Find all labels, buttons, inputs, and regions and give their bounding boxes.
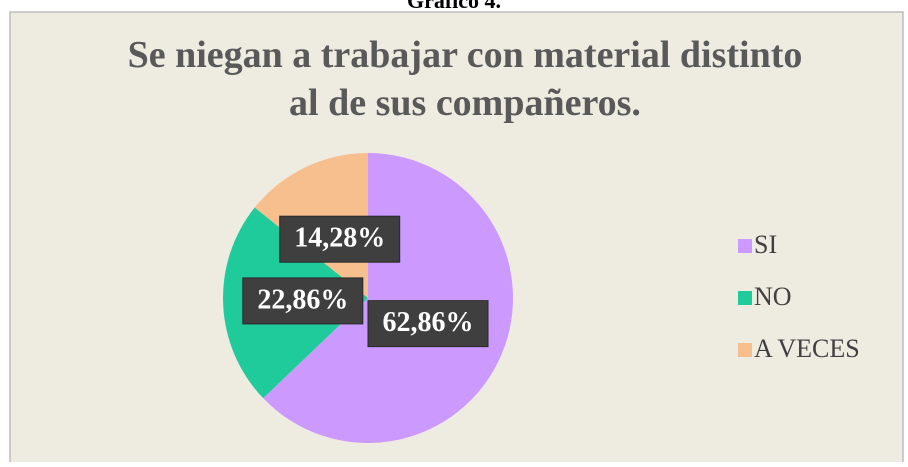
legend-label: SI <box>754 230 777 259</box>
data-label: 62,86% <box>382 307 473 338</box>
legend-swatch <box>738 291 752 305</box>
chart-title: Se niegan a trabajar con material distin… <box>128 34 803 124</box>
data-label-box <box>279 215 401 263</box>
legend-label: A VECES <box>754 334 860 363</box>
pie-slice <box>263 153 513 443</box>
caption-bg <box>380 0 530 11</box>
data-label-box <box>367 300 489 348</box>
data-label: 14,28% <box>294 223 385 254</box>
data-label-box <box>242 277 364 325</box>
legend-label: NO <box>754 282 792 311</box>
legend-swatch <box>738 343 752 357</box>
data-label: 22,86% <box>257 284 348 315</box>
legend-swatch <box>738 239 752 253</box>
caption: Gráfico 4. <box>407 0 501 13</box>
